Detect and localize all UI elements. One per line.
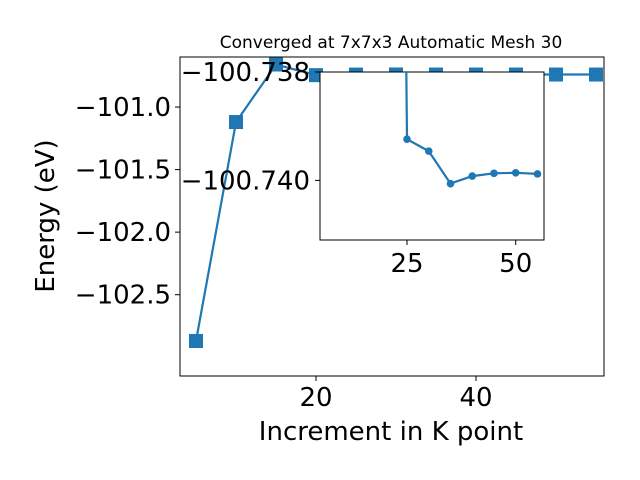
inset-data-point: [511, 169, 520, 177]
x-tick-label: 40: [459, 383, 492, 413]
main-ticks: 20 40 −101.0 −101.5 −102.0 −102.5: [75, 93, 493, 413]
inset-data-point: [490, 169, 498, 178]
inset-x-tick-label: 50: [499, 249, 532, 279]
inset-data-point: [468, 172, 477, 180]
inset-data-point: [403, 135, 411, 143]
x-axis-label: Increment in K point: [259, 417, 523, 447]
inset-series: [403, 72, 542, 188]
main-data-point: [589, 67, 603, 82]
inset-y-tick-label: −100.738: [181, 58, 310, 88]
inset-x-tick-label: 25: [390, 249, 423, 279]
chart-title: Converged at 7x7x3 Automatic Mesh 30: [220, 33, 563, 53]
y-axis-label: Energy (eV): [31, 139, 61, 292]
main-data-point: [189, 333, 203, 348]
inset-plot: 25 50 −100.740 −100.738: [181, 58, 545, 279]
main-data-point: [229, 115, 243, 130]
y-tick-label: −101.0: [75, 93, 171, 123]
inset-data-point: [533, 170, 542, 178]
y-tick-label: −101.5: [75, 156, 171, 186]
y-tick-label: −102.0: [75, 218, 171, 248]
inset-data-point: [424, 147, 433, 155]
main-data-point: [269, 57, 283, 72]
y-tick-label: −102.5: [75, 281, 171, 311]
inset-data-point: [446, 179, 455, 188]
main-data-point: [549, 67, 563, 82]
inset-y-tick-label: −100.740: [181, 166, 310, 196]
x-tick-label: 20: [299, 383, 332, 413]
